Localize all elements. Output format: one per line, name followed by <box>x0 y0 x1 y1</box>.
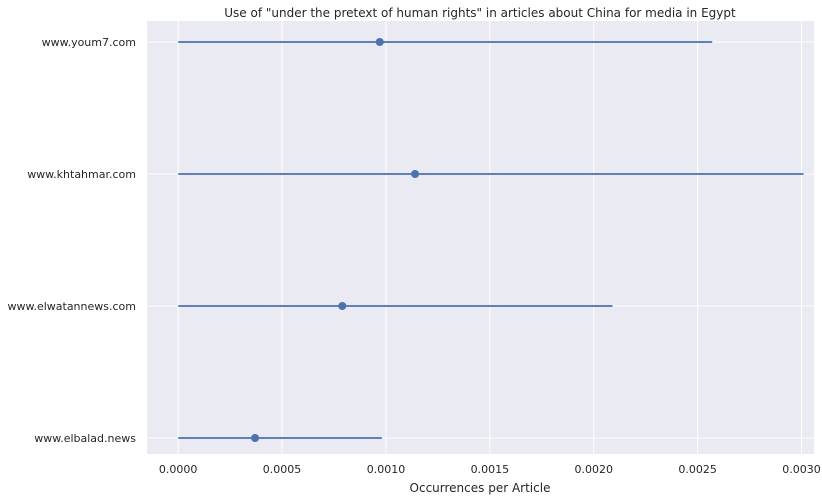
x-tick-label: 0.0005 <box>263 463 302 476</box>
data-point <box>338 302 347 310</box>
plot-background <box>147 21 814 454</box>
x-tick-label: 0.0000 <box>159 463 198 476</box>
error-bars <box>178 41 804 439</box>
chart-title: Use of "under the pretext of human right… <box>224 6 736 20</box>
y-tick-label: www.elwatannews.com <box>7 300 136 313</box>
x-tick-label: 0.0025 <box>678 463 717 476</box>
y-tick-label: www.khtahmar.com <box>27 168 136 181</box>
y-tick-labels: www.youm7.com www.khtahmar.com www.elwatan… <box>7 36 136 445</box>
x-tick-label: 0.0015 <box>471 463 510 476</box>
x-axis-label: Occurrences per Article <box>410 481 551 495</box>
data-point <box>411 170 420 178</box>
x-tick-label: 0.0020 <box>574 463 613 476</box>
x-tick-label: 0.0030 <box>782 463 821 476</box>
x-tick-label: 0.0010 <box>367 463 406 476</box>
x-tick-labels: 0.0000 0.0005 0.0010 0.0015 0.0020 0.0025 0.00… <box>159 463 821 476</box>
y-tick-label: www.youm7.com <box>42 36 136 49</box>
y-tick-label: www.elbalad.news <box>34 432 136 445</box>
points <box>251 38 420 442</box>
data-point <box>251 434 260 442</box>
data-point <box>375 38 384 46</box>
